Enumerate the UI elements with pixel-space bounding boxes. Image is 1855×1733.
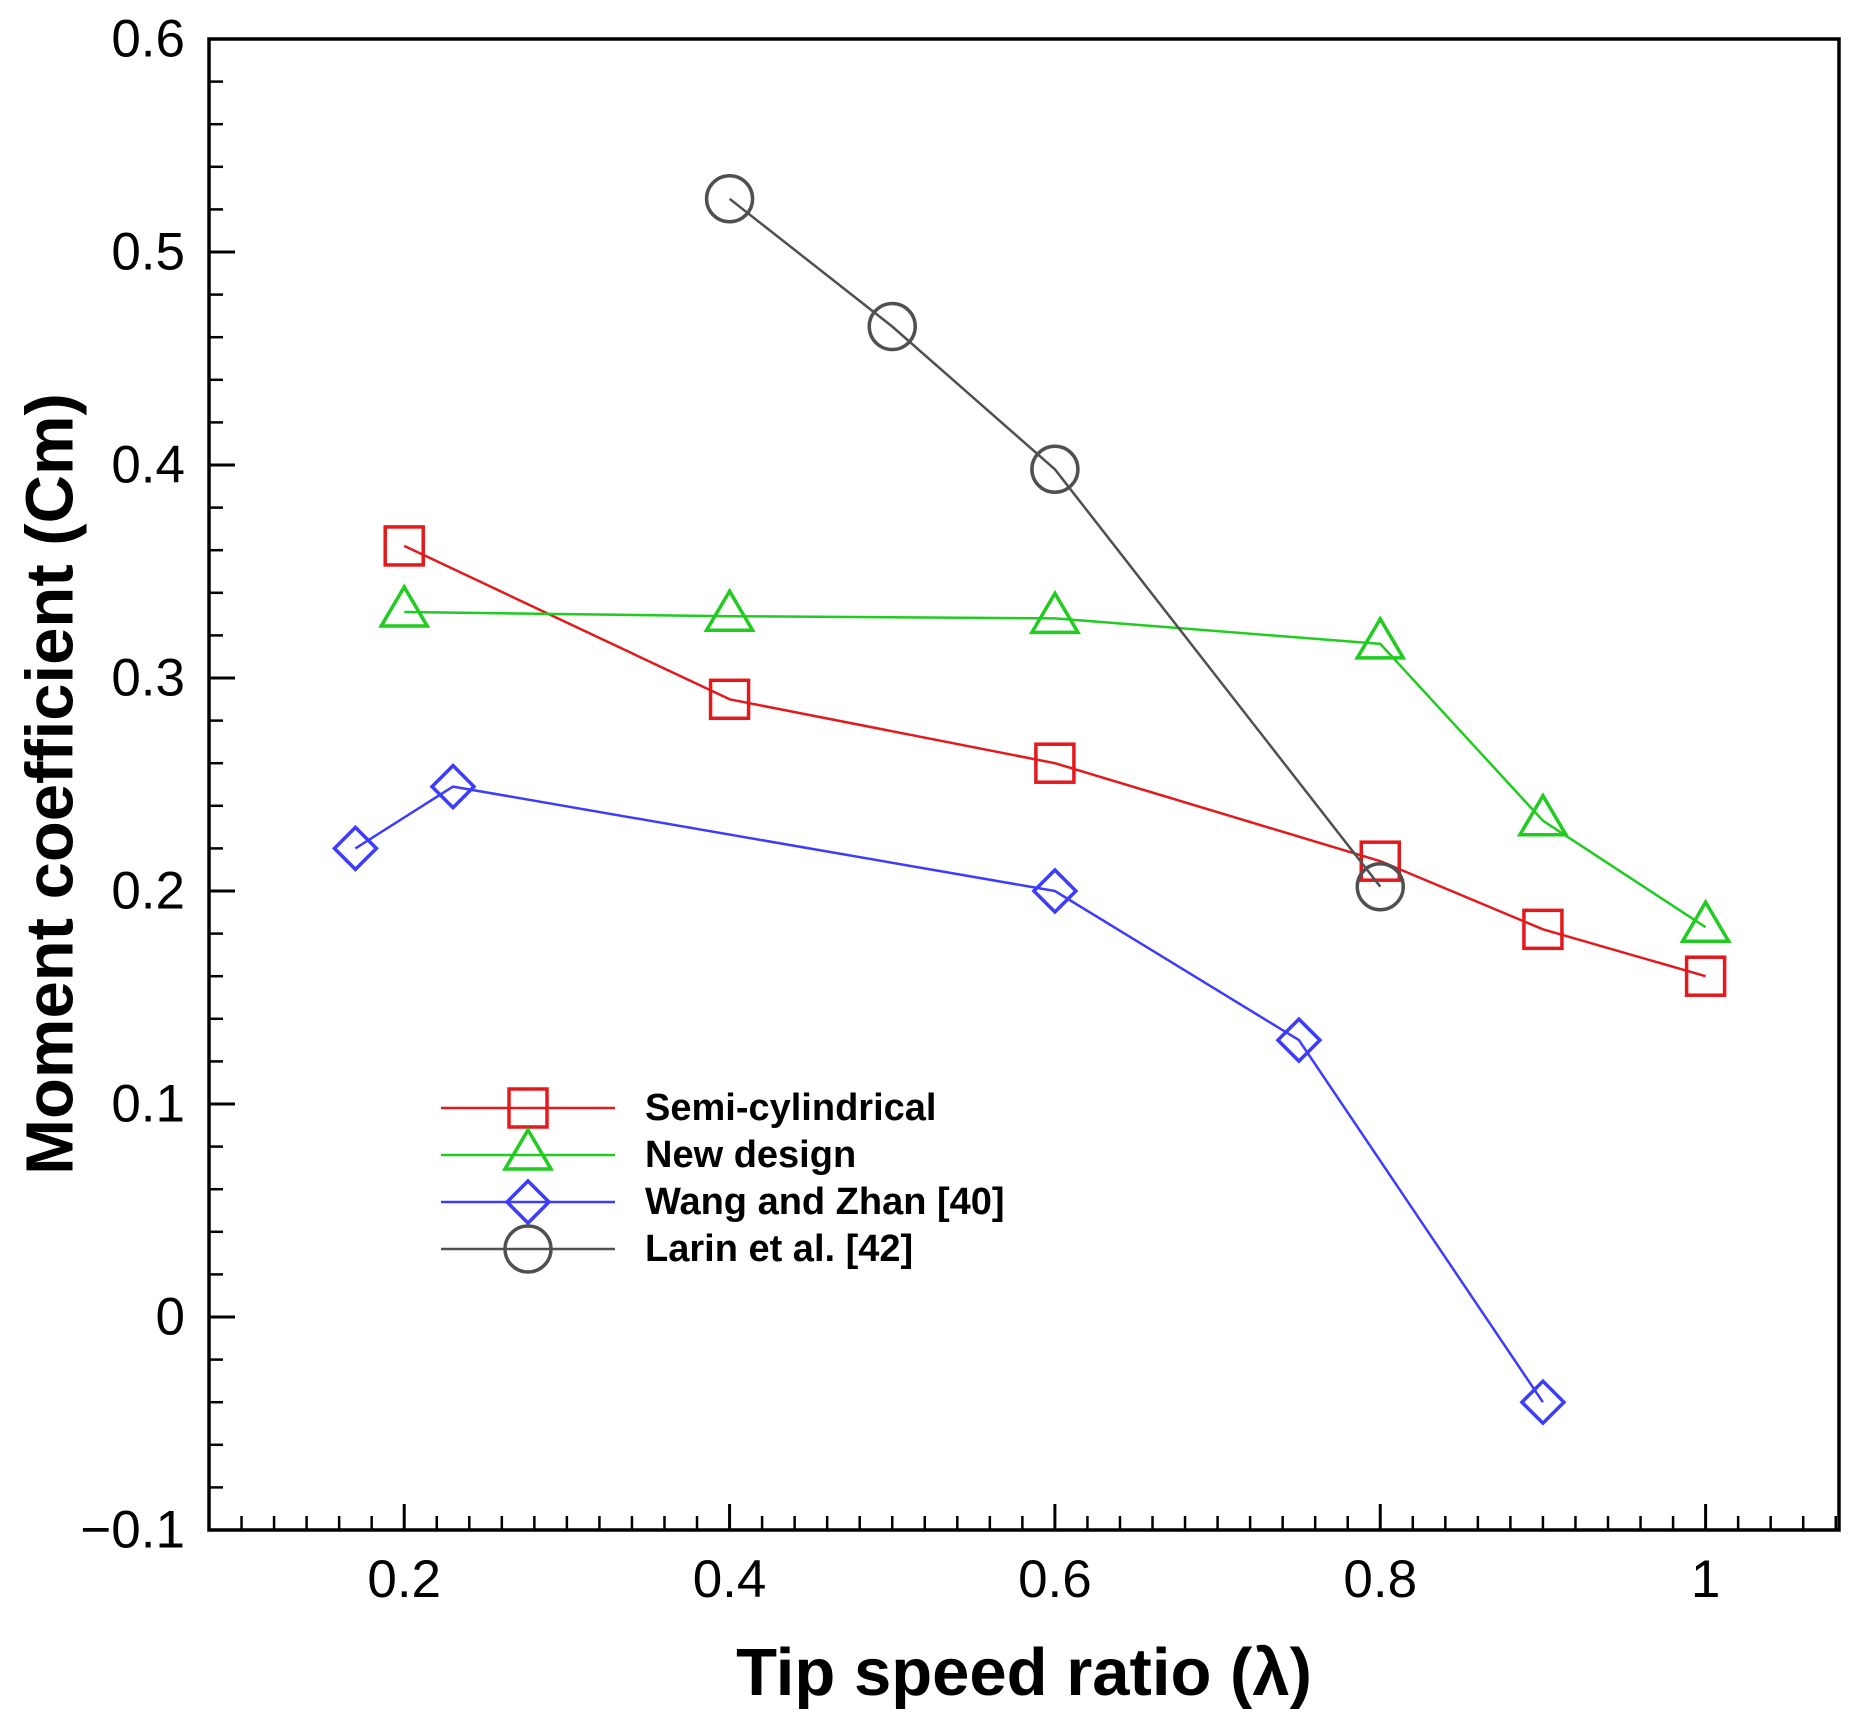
y-tick-label: 0.4 [111,436,185,495]
series-line-new-design [404,610,1707,929]
series-new-design [378,583,1732,943]
point-larin-et-al-42-1 [704,174,755,224]
series-wang-and-zhan-40 [331,763,1567,1426]
y-tick-label: 0.2 [111,862,185,921]
point-new-design-1 [378,583,431,628]
point-wang-and-zhan-40-2 [429,763,477,811]
y-tick-label: −0.1 [80,1501,185,1560]
x-tick-label: 0.8 [1343,1550,1417,1609]
y-tick-label: 0 [156,1288,185,1347]
point-wang-and-zhan-40-1 [331,824,379,872]
x-axis-title: Tip speed ratio (λ) [736,1635,1312,1710]
legend-item-larin-et-al-42: Larin et al. [42] [441,1224,913,1274]
legend-label-semi-cylindrical: Semi-cylindrical [645,1087,936,1129]
point-new-design-2 [703,587,756,632]
series-groups [331,174,1732,1426]
point-new-design-6 [1679,898,1732,943]
point-larin-et-al-42-3 [1030,444,1080,495]
tick-labels: 0.2 0.4 0.6 0.8 1 −0.1 0 0.1 0.2 0.3 0.4 0.5 0.6 [80,10,1720,1610]
point-semi-cylindrical-2 [708,678,751,721]
legend-marker-larin-et-al-42 [503,1224,553,1274]
x-tick-label: 1 [1691,1550,1720,1609]
y-axis-title: Moment coefficient (Cm) [13,393,88,1175]
point-wang-and-zhan-40-4 [1275,1016,1323,1064]
series-line-larin-et-al-42 [728,197,1382,888]
y-tick-label: 0.3 [111,649,185,708]
legend-marker-wang-and-zhan-40 [504,1178,552,1226]
legend-label-wang-and-zhan-40: Wang and Zhan [40] [645,1181,1005,1223]
series-line-wang-and-zhan-40 [354,785,1544,1403]
legend: Semi-cylindrical New design Wang and Zhan … [441,1087,1005,1274]
point-larin-et-al-42-2 [867,301,917,352]
legend-label-larin-et-al-42: Larin et al. [42] [645,1228,913,1270]
point-new-design-4 [1354,615,1407,660]
point-semi-cylindrical-3 [1034,742,1076,784]
y-tick-label: 0.1 [111,1075,185,1134]
point-wang-and-zhan-40-3 [1031,867,1079,915]
x-tick-label: 0.4 [693,1550,767,1609]
x-tick-label: 0.6 [1018,1550,1092,1609]
legend-label-new-design: New design [645,1134,856,1176]
point-semi-cylindrical-1 [383,525,425,567]
legend-item-new-design: New design [441,1126,856,1176]
legend-marker-new-design [501,1126,555,1171]
series-line-semi-cylindrical [403,544,1706,978]
point-semi-cylindrical-6 [1684,955,1727,997]
point-wang-and-zhan-40-5 [1519,1378,1567,1426]
axis-ticks [207,37,1837,1532]
legend-item-wang-and-zhan-40: Wang and Zhan [40] [441,1178,1005,1226]
point-new-design-3 [1028,589,1081,635]
y-tick-label: 0.6 [111,10,185,69]
y-tick-label: 0.5 [111,223,185,282]
point-larin-et-al-42-4 [1355,861,1406,912]
point-semi-cylindrical-5 [1522,908,1564,951]
series-larin-et-al-42 [704,174,1406,912]
plot-frame [207,37,1841,1532]
x-tick-label: 0.2 [367,1550,441,1609]
point-new-design-5 [1516,792,1569,837]
legend-item-semi-cylindrical: Semi-cylindrical [441,1087,936,1129]
